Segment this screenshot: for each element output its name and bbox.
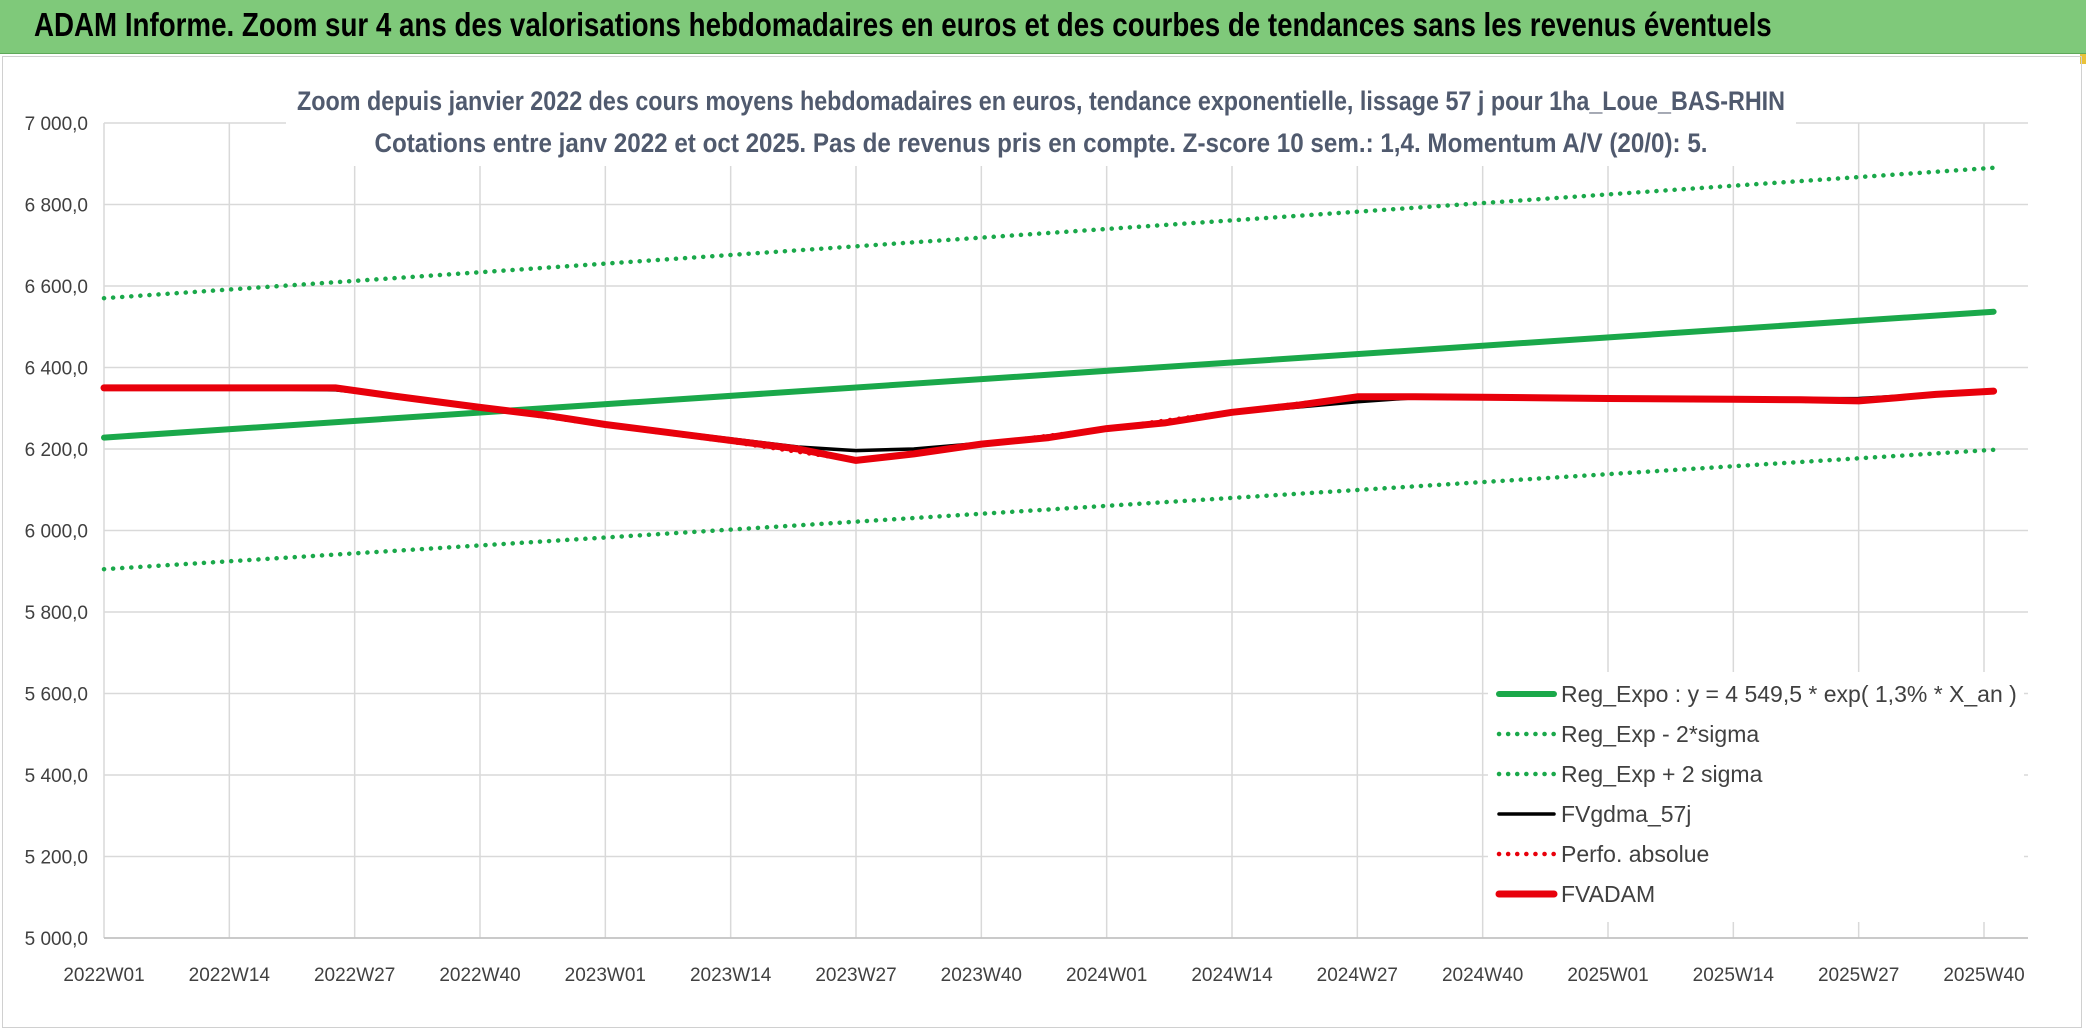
x-tick-label: 2022W27 [314, 965, 395, 986]
x-tick-label: 2023W01 [565, 965, 646, 986]
y-tick-label: 7 000,0 [25, 114, 88, 135]
x-tick-label: 2024W27 [1317, 965, 1398, 986]
y-tick-label: 5 800,0 [25, 603, 88, 624]
y-tick-label: 6 800,0 [25, 196, 88, 217]
series-line-3 [101, 165, 1996, 301]
x-tick-label: 2025W01 [1567, 965, 1648, 986]
series-group [100, 165, 1998, 572]
y-axis: 5 000,0 5 200,0 5 400,0 5 600,0 5 800,0 6 000… [25, 114, 88, 950]
x-tick-label: 2024W40 [1442, 965, 1523, 986]
legend-label: FVADAM [1561, 881, 1655, 907]
legend-label: FVgdma_57j [1561, 801, 1691, 827]
series-line-2 [101, 447, 1996, 572]
legend-backdrop [1488, 672, 2024, 922]
x-tick-label: 2024W14 [1191, 965, 1273, 986]
corner-accent [2080, 54, 2086, 64]
y-tick-label: 5 200,0 [25, 848, 88, 869]
legend-label: Perfo. absolue [1561, 841, 1709, 867]
report-title: ADAM Informe. Zoom sur 4 ans des valoris… [34, 6, 1772, 43]
x-tick-label: 2022W01 [63, 965, 144, 986]
x-tick-label: 2023W40 [941, 965, 1022, 986]
y-tick-label: 6 000,0 [25, 522, 88, 543]
legend-label: Reg_Exp - 2*sigma [1561, 721, 1759, 747]
y-tick-label: 6 200,0 [25, 440, 88, 461]
legend-label: Reg_Exp + 2 sigma [1561, 761, 1763, 787]
y-tick-label: 5 000,0 [25, 929, 88, 950]
x-tick-label: 2025W14 [1693, 965, 1775, 986]
legend-label: Reg_Expo : y = 4 549,5 * exp( 1,3% * X_a… [1561, 681, 2017, 707]
x-tick-label: 2023W27 [815, 965, 896, 986]
x-tick-label: 2025W40 [1943, 965, 2024, 986]
y-tick-label: 6 600,0 [25, 277, 88, 298]
x-axis: 2022W01 2022W14 2022W27 2022W40 2023W01 2023W… [63, 965, 2024, 986]
y-tick-label: 5 400,0 [25, 766, 88, 787]
y-tick-label: 5 600,0 [25, 685, 88, 706]
x-tick-label: 2024W01 [1066, 965, 1147, 986]
title-backdrop [286, 78, 1796, 166]
x-tick-label: 2025W27 [1818, 965, 1899, 986]
series-line-5 [101, 384, 1996, 463]
x-tick-label: 2023W14 [690, 965, 772, 986]
chart-subtitle: Cotations entre janv 2022 et oct 2025. P… [375, 128, 1708, 158]
chart-title: Zoom depuis janvier 2022 des cours moyen… [297, 86, 1785, 116]
x-tick-label: 2022W14 [189, 965, 271, 986]
report-banner: ADAM Informe. Zoom sur 4 ans des valoris… [0, 0, 2086, 54]
x-tick-label: 2022W40 [439, 965, 520, 986]
legend: Reg_Expo : y = 4 549,5 * exp( 1,3% * X_a… [1488, 672, 2024, 922]
y-tick-label: 6 400,0 [25, 359, 88, 380]
chart-frame [2, 56, 2082, 1028]
series-line-1 [101, 308, 1997, 441]
